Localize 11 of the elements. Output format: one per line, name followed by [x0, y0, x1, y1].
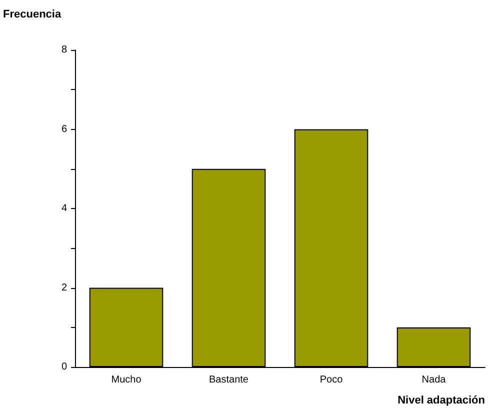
x-axis-title: Nivel adaptación: [398, 394, 486, 406]
x-tick-label: Mucho: [111, 374, 142, 386]
y-tick-label: 6: [61, 124, 68, 135]
y-tick-label: 0: [61, 362, 68, 372]
y-tick-label: 8: [61, 44, 68, 56]
y-axis-title: Frecuencia: [3, 8, 62, 20]
x-tick-label: Nada: [422, 374, 446, 386]
x-tick-label: Poco: [320, 374, 344, 386]
y-tick-label: 2: [61, 282, 68, 294]
y-tick-label: 4: [61, 203, 68, 214]
x-tick-label: Bastante: [209, 374, 249, 386]
